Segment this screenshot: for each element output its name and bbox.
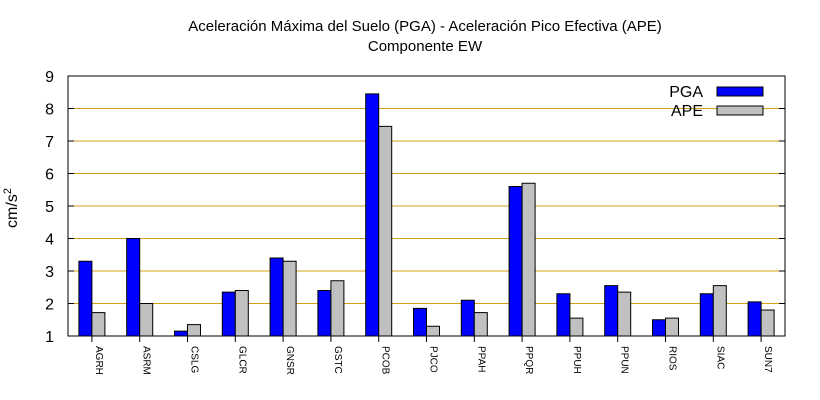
y-axis-label: cm/s2 — [2, 188, 21, 228]
x-tick-label: AGRH — [93, 346, 104, 375]
bar-pga-pjco — [413, 307, 427, 337]
bar-pga-pcob — [365, 93, 380, 337]
bar-pga-gnsr — [269, 257, 284, 337]
bar-pga-ppuh — [556, 293, 571, 337]
x-tick-label: CSLG — [189, 346, 200, 373]
bar-pga-gstc — [317, 290, 332, 337]
y-tick-label: 9 — [45, 69, 54, 86]
x-tick-label: PJCO — [428, 346, 439, 373]
bar-pga-ppun — [604, 285, 619, 337]
y-tick-label: 3 — [45, 264, 54, 281]
x-tick-label: PPQR — [523, 346, 534, 374]
y-tick-label: 5 — [45, 199, 54, 216]
x-tick-label: PCOB — [380, 346, 391, 375]
y-tick-label: 7 — [45, 134, 54, 151]
x-tick-label: GNSR — [284, 346, 295, 375]
bar-ape-ppqr — [521, 182, 536, 337]
x-tick-label: SUN7 — [762, 346, 773, 373]
bar-ape-siac — [712, 285, 727, 337]
x-axis-labels: AGRH ASRM CSLG GLCR GNSR GSTC PCOB PJCO PPAH PPQR… — [91, 336, 773, 375]
x-tick-label: PPUH — [571, 346, 582, 374]
chart-subtitle: Componente EW — [368, 38, 483, 55]
bar-ape-pcob — [378, 125, 393, 337]
bar-ape-sun7 — [760, 309, 775, 337]
y-tick-label: 1 — [45, 329, 54, 346]
bar-pga-siac — [699, 293, 714, 337]
legend: PGA APE — [669, 84, 764, 120]
bar-ape-glcr — [234, 290, 249, 337]
x-tick-label: GSTC — [332, 346, 343, 374]
x-tick-label: SIAC — [714, 346, 725, 369]
y-axis-label-base: cm/s — [4, 194, 21, 228]
y-tick-label: 6 — [45, 167, 54, 184]
plot-frame — [67, 75, 786, 337]
x-tick-label: ASRM — [141, 346, 152, 375]
bar-pga-cslg — [174, 330, 188, 337]
y-axis-label-exponent: 2 — [2, 188, 14, 194]
x-tick-label: PPAH — [475, 346, 486, 373]
bar-ape-gnsr — [282, 260, 297, 337]
bar-pga-rios — [652, 319, 666, 337]
bar-ape-ppuh — [569, 317, 584, 337]
bar-ape-ppun — [617, 291, 632, 337]
bar-pga-ppah — [460, 299, 475, 337]
chart-title: Aceleración Máxima del Suelo (PGA) - Ace… — [188, 18, 662, 35]
bar-ape-pjco — [426, 325, 440, 337]
bar-ape-ppah — [473, 312, 488, 337]
legend-label-ape: APE — [671, 103, 703, 120]
bars — [78, 93, 775, 337]
bar-ape-cslg — [187, 324, 201, 337]
x-tick-label: GLCR — [236, 346, 247, 374]
bar-pga-ppqr — [508, 186, 523, 337]
bar-ape-asrm — [139, 303, 154, 337]
gridlines — [68, 108, 785, 304]
y-tick-label: 4 — [45, 232, 54, 249]
y-tick-label: 8 — [45, 102, 54, 119]
x-tick-label: PPUN — [619, 346, 630, 374]
bar-pga-glcr — [221, 291, 236, 337]
x-tick-label: RIOS — [667, 346, 678, 371]
bar-ape-gstc — [330, 280, 345, 337]
bar-ape-agrh — [91, 312, 106, 337]
legend-label-pga: PGA — [669, 84, 703, 101]
legend-swatch-ape — [716, 105, 764, 116]
bar-pga-sun7 — [747, 301, 762, 337]
bar-pga-asrm — [126, 238, 141, 337]
bar-ape-rios — [665, 317, 679, 337]
y-tick-label: 2 — [45, 297, 54, 314]
legend-swatch-pga — [716, 86, 764, 97]
y-axis-ticks: 1 2 3 4 5 6 7 8 9 — [45, 69, 785, 346]
bar-pga-agrh — [78, 260, 93, 337]
